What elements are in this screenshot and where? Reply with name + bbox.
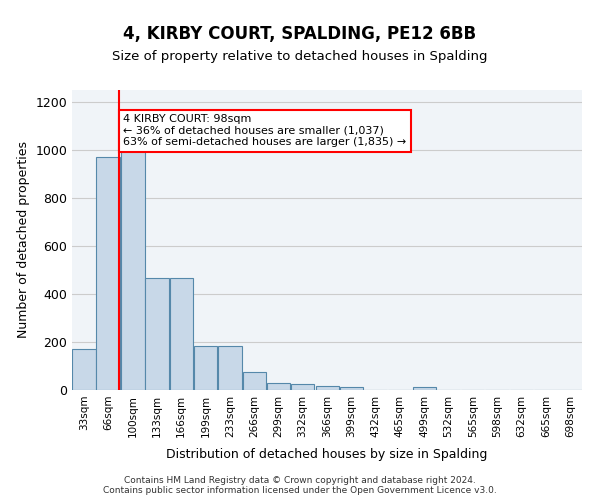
Bar (413, 387, 436, 390)
Bar (97, 157, 120, 390)
Bar (170, 278, 193, 390)
Bar (242, 372, 266, 390)
Bar (340, 387, 363, 390)
Bar (316, 386, 339, 390)
Text: Size of property relative to detached houses in Spalding: Size of property relative to detached ho… (112, 50, 488, 63)
X-axis label: Distribution of detached houses by size in Spalding: Distribution of detached houses by size … (166, 448, 488, 461)
Y-axis label: Number of detached properties: Number of detached properties (17, 142, 30, 338)
Bar (145, 278, 169, 390)
Text: 4, KIRBY COURT, SPALDING, PE12 6BB: 4, KIRBY COURT, SPALDING, PE12 6BB (124, 25, 476, 43)
Bar (291, 384, 314, 390)
Bar (121, 150, 145, 390)
Bar (267, 383, 290, 390)
Bar (218, 346, 242, 390)
Bar (194, 346, 217, 390)
Bar (73, 349, 96, 390)
Text: Contains HM Land Registry data © Crown copyright and database right 2024.
Contai: Contains HM Land Registry data © Crown c… (103, 476, 497, 495)
Text: 4 KIRBY COURT: 98sqm
← 36% of detached houses are smaller (1,037)
63% of semi-de: 4 KIRBY COURT: 98sqm ← 36% of detached h… (123, 114, 406, 147)
